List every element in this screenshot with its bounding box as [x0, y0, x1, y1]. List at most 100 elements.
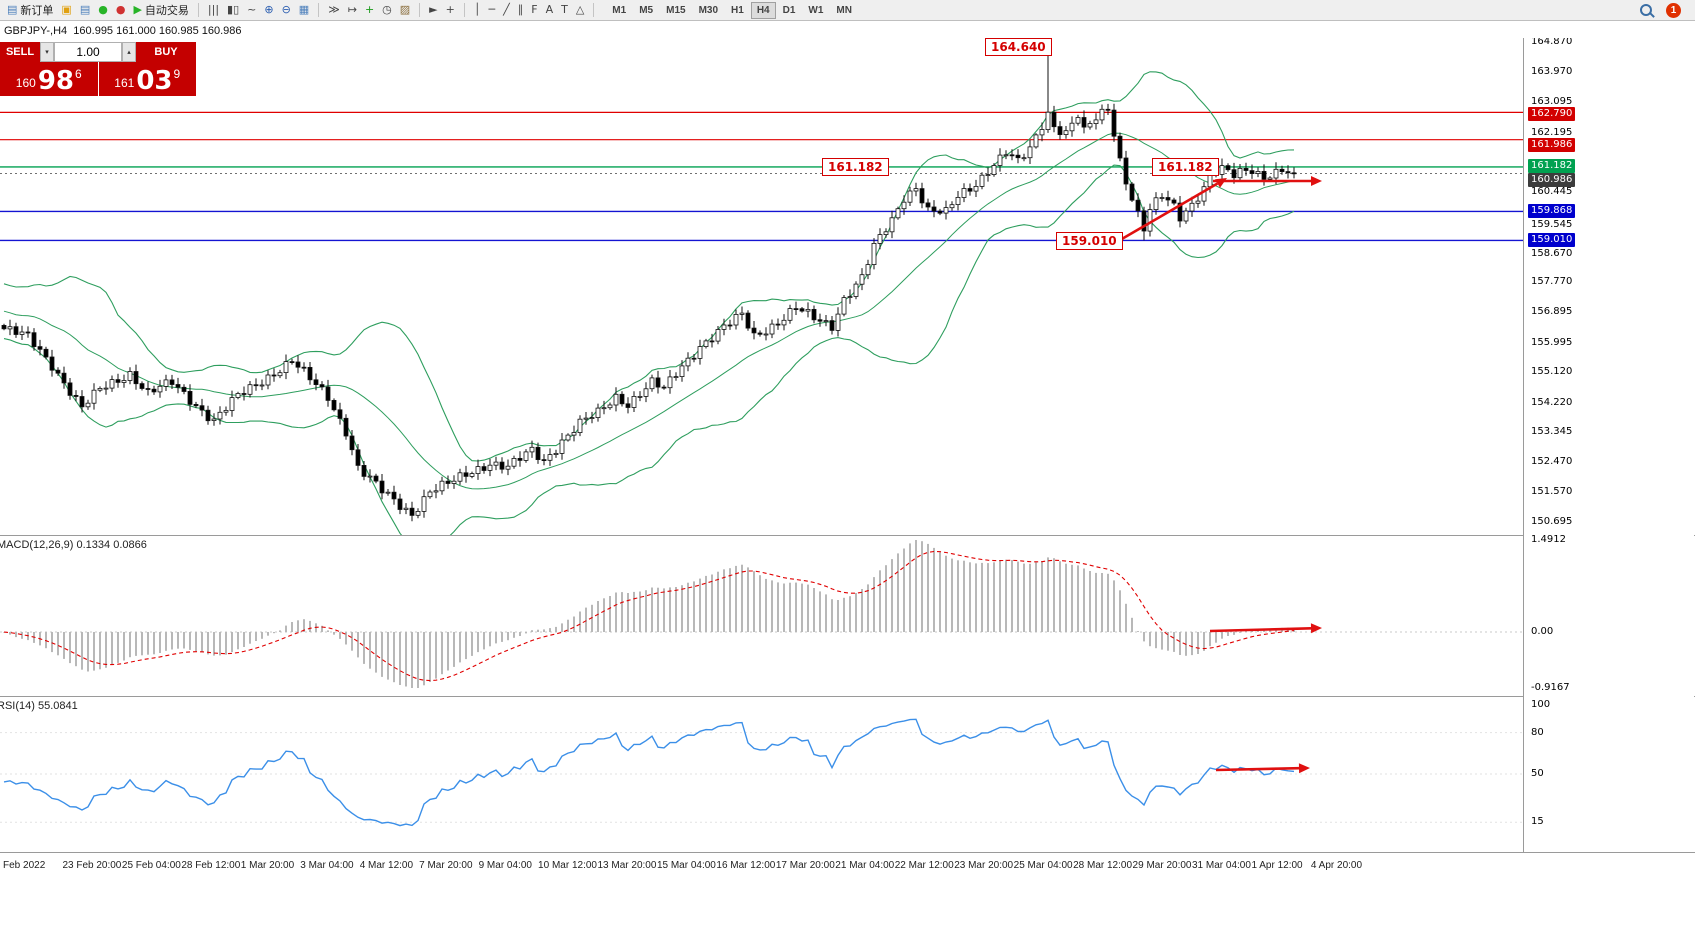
fibonacci-icon[interactable]: F: [528, 1, 540, 19]
market-icon[interactable]: ▣: [58, 1, 74, 19]
periods-icon-glyph: ◷: [382, 3, 392, 16]
macd-panel-canvas[interactable]: [0, 536, 1523, 696]
sell-button[interactable]: SELL: [0, 42, 40, 62]
time-axis-label: Feb 2022: [3, 860, 46, 871]
text-icon[interactable]: A: [543, 1, 557, 19]
toolbar-right: 1: [1639, 2, 1691, 18]
tile-windows-icon-glyph: ▦: [298, 3, 310, 16]
price-axis-label: 153.345: [1531, 426, 1573, 438]
text-icon-glyph: A: [545, 3, 554, 16]
trend-arrow[interactable]: [1213, 176, 1322, 186]
trend-arrow[interactable]: [1209, 623, 1322, 634]
rsi-value: 55.0841: [37, 700, 78, 712]
price-axis-label: 1.4912: [1531, 534, 1566, 545]
time-axis-label: 13 Mar 20:00: [597, 860, 657, 871]
candle-chart-type-icon[interactable]: ▮▯: [224, 1, 242, 19]
vertical-line-icon-glyph: │: [473, 3, 481, 16]
new-order-button-glyph: ▤: [7, 3, 18, 16]
horizontal-line-icon[interactable]: ─: [485, 1, 498, 19]
price-axis-label: 158.670: [1531, 247, 1573, 259]
auto-scroll-icon[interactable]: ≫: [325, 1, 343, 19]
price-axis-label-highlight: 159.010: [1528, 233, 1576, 248]
green-status-icon[interactable]: ●: [95, 1, 111, 19]
volume-increase-button[interactable]: ▴: [122, 42, 136, 62]
panel-separator[interactable]: [0, 535, 1695, 536]
ask-price[interactable]: 161 03 9: [98, 62, 196, 96]
price-axis-label: 155.120: [1531, 366, 1573, 378]
time-axis-label: 28 Mar 12:00: [1073, 860, 1133, 871]
bid-prefix: 160: [15, 76, 36, 90]
trendline-icon[interactable]: ╱: [500, 1, 513, 19]
volume-input[interactable]: [54, 42, 122, 62]
cursor-icon-glyph: ►: [429, 3, 438, 16]
price-annotation[interactable]: 159.010: [1056, 232, 1123, 250]
timeframe-mn[interactable]: MN: [836, 4, 852, 16]
time-axis-label: 17 Mar 20:00: [775, 860, 835, 871]
price-annotation[interactable]: 161.182: [822, 158, 889, 176]
templates-icon[interactable]: ▨: [397, 1, 413, 19]
price-axis-label: 152.470: [1531, 455, 1573, 467]
tile-windows-icon[interactable]: ▦: [296, 1, 312, 19]
label-icon[interactable]: T: [558, 1, 571, 19]
toolbar-separator: [463, 3, 465, 17]
label-icon-glyph: T: [561, 3, 568, 16]
time-axis-label: 15 Mar 04:00: [656, 860, 716, 871]
zoom-in-icon[interactable]: ⊕: [261, 1, 276, 19]
volume-decrease-button[interactable]: ▾: [40, 42, 54, 62]
bid-big: 98: [37, 66, 75, 96]
trendline-icon-glyph: ╱: [503, 3, 510, 16]
bid-price[interactable]: 160 98 6: [0, 62, 98, 96]
rsi-name: RSI(14): [0, 700, 35, 712]
price-chart-canvas[interactable]: [0, 38, 1523, 535]
indicators-icon[interactable]: +: [362, 1, 377, 19]
auto-trading-button[interactable]: ▶ 自动交易: [130, 1, 191, 19]
timeframe-m5[interactable]: M5: [639, 4, 654, 16]
time-axis-label: 1 Apr 12:00: [1251, 860, 1303, 871]
search-icon[interactable]: [1639, 3, 1654, 18]
line-chart-type-icon[interactable]: ~: [244, 1, 259, 19]
rsi-panel-canvas[interactable]: [0, 697, 1523, 852]
timeframe-h1[interactable]: H1: [731, 4, 744, 16]
trend-arrow[interactable]: [1215, 763, 1310, 774]
symbol-ohlc-title: GBPJPY-,H4 160.995 161.000 160.985 160.9…: [4, 25, 242, 37]
price-annotation[interactable]: 161.182: [1152, 158, 1219, 176]
notifications-badge[interactable]: 1: [1666, 2, 1681, 18]
bar-chart-type-icon[interactable]: |||: [205, 1, 222, 19]
price-axis-label-highlight: 161.182: [1528, 158, 1576, 173]
charts-icon-glyph: ▤: [79, 3, 91, 16]
crosshair-icon[interactable]: +: [443, 1, 458, 19]
shapes-icon[interactable]: △: [573, 1, 587, 19]
shapes-icon-glyph: △: [575, 3, 585, 16]
trade-prices-row: 160 98 6 161 03 9: [0, 62, 196, 96]
chart-title-bar: GBPJPY-,H4 160.995 161.000 160.985 160.9…: [0, 21, 1695, 38]
toolbar-separator: [593, 3, 595, 17]
price-axis-label: 0.00: [1531, 626, 1554, 637]
time-axis-label: 9 Mar 04:00: [478, 860, 532, 871]
new-order-button[interactable]: ▤ 新订单: [4, 1, 56, 19]
auto-trading-button-glyph: ▶: [133, 3, 142, 16]
timeframe-m1[interactable]: M1: [612, 4, 627, 16]
timeframe-w1[interactable]: W1: [808, 4, 824, 16]
cursor-icon[interactable]: ►: [426, 1, 440, 19]
timeframe-h4[interactable]: H4: [750, 1, 776, 19]
auto-trading-button-label: 自动交易: [144, 5, 189, 17]
charts-icon[interactable]: ▤: [77, 1, 93, 19]
vertical-line-icon[interactable]: │: [471, 1, 484, 19]
chart-shift-icon[interactable]: ↦: [345, 1, 360, 19]
price-axis-label: 154.220: [1531, 396, 1573, 408]
price-annotation[interactable]: 164.640: [985, 38, 1052, 56]
zoom-out-icon[interactable]: ⊖: [279, 1, 294, 19]
buy-button[interactable]: BUY: [136, 42, 196, 62]
candles: [1, 49, 1297, 522]
bollinger-lower-band: [3, 164, 1295, 535]
panel-separator[interactable]: [0, 696, 1695, 697]
channel-icon[interactable]: ∥: [515, 1, 527, 19]
time-axis-label: 10 Mar 12:00: [538, 860, 597, 871]
timeframe-m30[interactable]: M30: [698, 4, 719, 16]
red-status-icon[interactable]: ●: [113, 1, 129, 19]
periods-icon[interactable]: ◷: [379, 1, 395, 19]
bar-chart-type-icon-glyph: |||: [207, 3, 220, 16]
timeframe-m15[interactable]: M15: [666, 4, 686, 16]
price-axis-label: 155.995: [1531, 336, 1573, 348]
timeframe-d1[interactable]: D1: [782, 4, 796, 16]
